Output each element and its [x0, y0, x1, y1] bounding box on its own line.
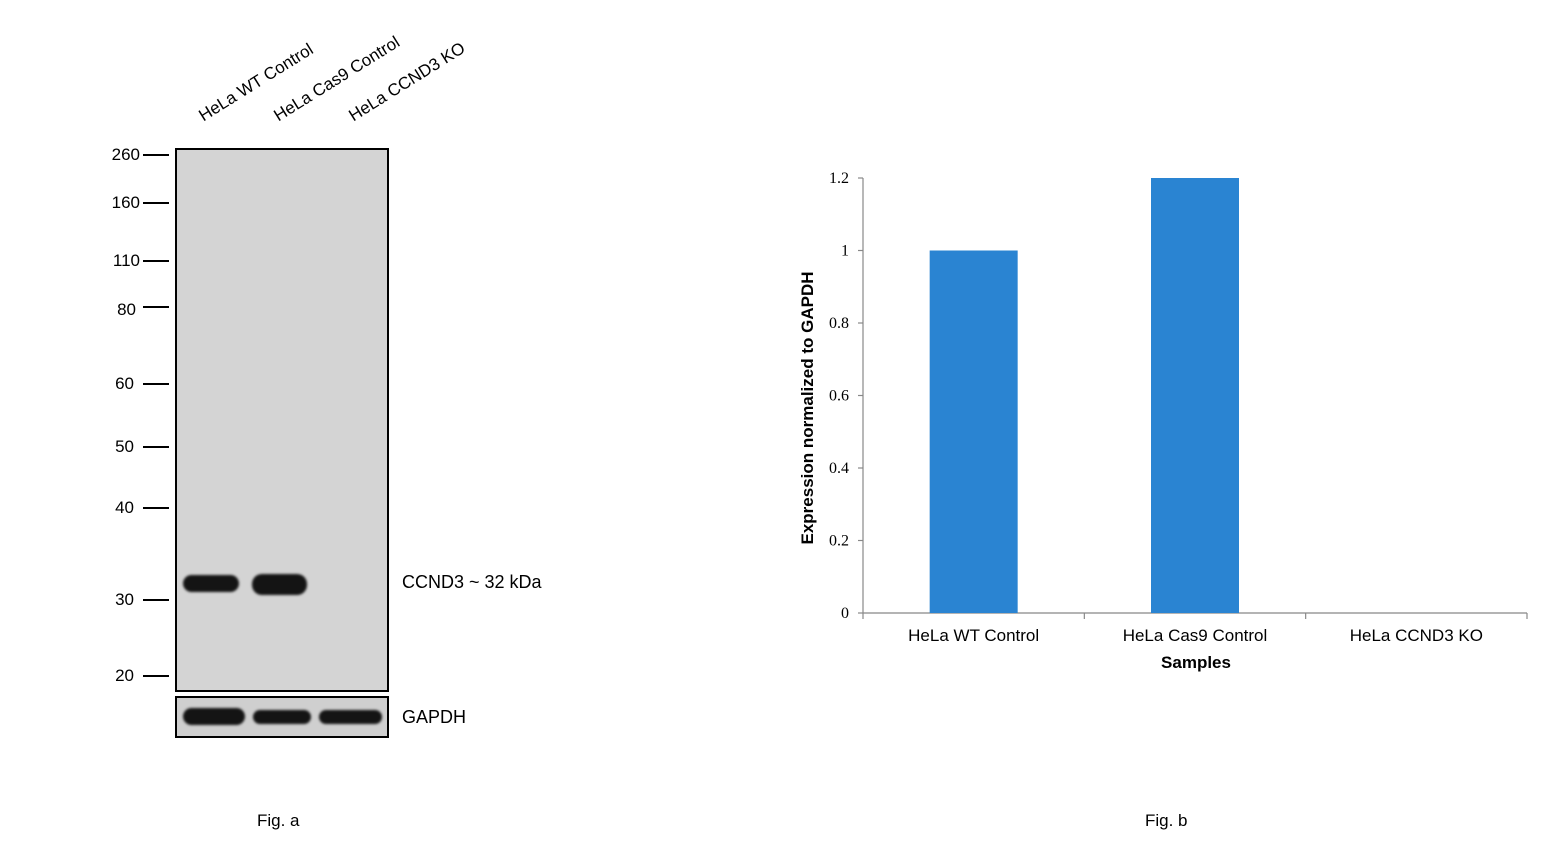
- x-tick-label: HeLa WT Control: [908, 626, 1039, 645]
- band-label-gapdh: GAPDH: [402, 707, 467, 727]
- mw-tick: [143, 446, 169, 448]
- y-tick-label: 0.2: [829, 533, 849, 550]
- band-gapdh-lane-3: [319, 710, 382, 724]
- chart-bars: [929, 178, 1239, 613]
- bar-2: [1151, 178, 1239, 613]
- mw-marker-260: 260: [111, 145, 140, 164]
- x-tick-label: HeLa CCND3 KO: [1350, 626, 1483, 645]
- mw-marker-160: 160: [111, 193, 140, 212]
- mw-marker-20: 20: [115, 666, 134, 685]
- x-tick-label: HeLa Cas9 Control: [1123, 626, 1268, 645]
- band-ccnd3-lane-2: [252, 574, 307, 595]
- chart-y-ticks: 0 0.2 0.4 0.6 0.8 1 1.2: [829, 170, 863, 622]
- chart-x-ticks: HeLa WT Control HeLa Cas9 Control HeLa CCN…: [862, 613, 1528, 645]
- blot-panel-gapdh: [175, 696, 389, 738]
- mw-tick: [143, 306, 169, 308]
- y-tick-label: 0.4: [829, 460, 849, 477]
- mw-tick: [143, 383, 169, 385]
- band-gapdh-lane-1: [183, 708, 245, 725]
- mw-marker-50: 50: [115, 437, 134, 456]
- band-label-ccnd3: CCND3 ~ 32 kDa: [402, 572, 542, 592]
- caption-fig-b: Fig. b: [1145, 811, 1188, 830]
- y-tick-label: 0: [841, 605, 849, 622]
- caption-fig-a: Fig. a: [257, 811, 300, 830]
- mw-tick: [143, 260, 169, 262]
- y-tick-label: 1.2: [829, 170, 849, 187]
- mw-tick: [143, 154, 169, 156]
- mw-marker-80: 80: [117, 300, 136, 319]
- y-axis-title: Expression normalized to GAPDH: [798, 272, 817, 545]
- mw-marker-60: 60: [115, 374, 134, 393]
- mw-tick: [143, 202, 169, 204]
- mw-marker-30: 30: [115, 590, 134, 609]
- mw-tick: [143, 599, 169, 601]
- mw-marker-40: 40: [115, 498, 134, 517]
- band-ccnd3-lane-1: [183, 575, 239, 592]
- mw-marker-110: 110: [112, 251, 140, 270]
- x-axis-title: Samples: [1161, 653, 1231, 672]
- blot-panel-ccnd3: [175, 148, 389, 692]
- mw-tick: [143, 675, 169, 677]
- bar-1: [929, 250, 1018, 613]
- y-tick-label: 0.6: [829, 388, 849, 405]
- mw-tick: [143, 507, 169, 509]
- y-tick-label: 0.8: [829, 315, 849, 332]
- band-gapdh-lane-2: [253, 710, 311, 724]
- y-tick-label: 1: [841, 243, 849, 260]
